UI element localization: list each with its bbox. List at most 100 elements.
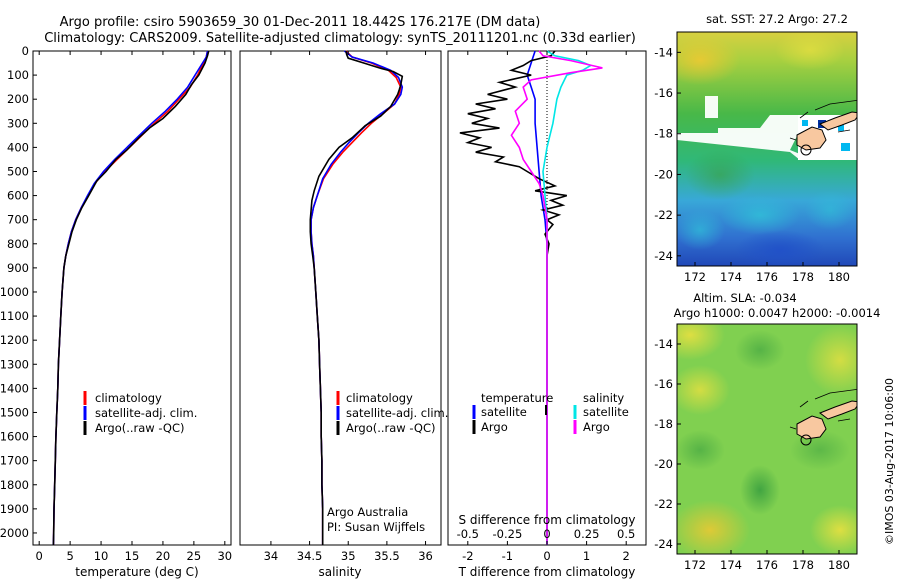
map-x-tick-label: 174 bbox=[720, 270, 742, 284]
x-tick-label: 35 bbox=[341, 549, 356, 563]
y-tick-label: 700 bbox=[7, 213, 29, 227]
y-tick-label: 1800 bbox=[0, 478, 29, 492]
y-tick-label: 0 bbox=[22, 44, 29, 58]
salinity-lines bbox=[309, 50, 404, 545]
y-tick-label: 1700 bbox=[0, 454, 29, 468]
reef-lines bbox=[789, 388, 857, 430]
map-x-tick-label: 178 bbox=[792, 558, 814, 572]
y-tick-label: 300 bbox=[7, 116, 29, 130]
map-y-tick-label: -16 bbox=[654, 377, 673, 391]
legend-label-satellite-adj: satellite-adj. clim. bbox=[346, 406, 448, 420]
sst-map-panel: sat. SST: 27.2 Argo: 27.2 172 174 176 178 18… bbox=[654, 12, 858, 284]
fiji-land bbox=[796, 126, 827, 151]
y-tick-label: 1200 bbox=[0, 333, 29, 347]
temperature-panel: 0 5 10 15 20 25 30 0 100 200 300 400 500 600 700 800 90… bbox=[0, 44, 232, 579]
map-y-tick-label: -22 bbox=[654, 208, 673, 222]
salinity-panel: 34 34.5 35 35.5 36 salinity climatology sate… bbox=[239, 50, 448, 579]
map-y-tick-label: -22 bbox=[654, 497, 673, 511]
map-y-tick-label: -18 bbox=[654, 417, 673, 431]
series-line-temperature-satellite bbox=[526, 50, 548, 545]
legend-label-argo: Argo(..raw -QC) bbox=[346, 421, 436, 435]
x-tick-label: 0 bbox=[36, 549, 43, 563]
y-tick-label: 500 bbox=[7, 164, 29, 178]
x-tick-label: 20 bbox=[156, 549, 171, 563]
legend-label-sal-argo: Argo bbox=[583, 420, 610, 434]
salinity-x-label: salinity bbox=[318, 565, 361, 579]
sst-y-ticks: -14 -16 -18 -20 -22 -24 bbox=[654, 45, 681, 263]
y-tick-label: 1300 bbox=[0, 357, 29, 371]
y-tick-label: 200 bbox=[7, 92, 29, 106]
map-x-tick-label: 176 bbox=[756, 558, 778, 572]
figure-title-line2: Climatology: CARS2009. Satellite-adjuste… bbox=[44, 31, 636, 46]
vanua-levu-land bbox=[818, 400, 857, 420]
reef-lines bbox=[789, 99, 857, 141]
y-tick-label: 100 bbox=[7, 68, 29, 82]
difference-top-ticks: -0.5 -0.25 0 0.25 0.5 bbox=[457, 527, 636, 541]
map-x-tick-label: 172 bbox=[684, 558, 706, 572]
y-tick-label: 2000 bbox=[0, 526, 29, 540]
x-tick-label: -1 bbox=[502, 549, 513, 563]
y-tick-label: 600 bbox=[7, 189, 29, 203]
map-y-tick-label: -24 bbox=[654, 537, 673, 551]
x-tick-label: 35.5 bbox=[374, 549, 400, 563]
map-x-tick-label: 172 bbox=[684, 270, 706, 284]
y-tick-label: 1500 bbox=[0, 405, 29, 419]
map-x-tick-label: 180 bbox=[828, 558, 850, 572]
x-tick-label: 5 bbox=[66, 549, 73, 563]
figure-title-line1: Argo profile: csiro 5903659_30 01-Dec-20… bbox=[60, 15, 541, 30]
y-tick-label: 1000 bbox=[0, 285, 29, 299]
y-tick-label: 400 bbox=[7, 140, 29, 154]
temperature-x-label: temperature (deg C) bbox=[75, 565, 198, 579]
difference-top-label: S difference from climatology bbox=[459, 513, 636, 527]
x-tick-label: 30 bbox=[217, 549, 232, 563]
x-tick-label: 0 bbox=[543, 549, 550, 563]
series-line-satellite-adj-clim- bbox=[310, 50, 404, 545]
legend-header-salinity: salinity bbox=[583, 391, 624, 405]
top-tick-label: 0.25 bbox=[574, 527, 600, 541]
series-line-argo-raw-qc- bbox=[309, 50, 404, 545]
sla-heatmap bbox=[677, 324, 857, 554]
x-tick-label: 34.5 bbox=[297, 549, 323, 563]
x-tick-label: 2 bbox=[623, 549, 630, 563]
salinity-axes-frame bbox=[239, 50, 442, 546]
x-tick-label: 1 bbox=[583, 549, 590, 563]
temperature-y-ticks: 0 100 200 300 400 500 600 700 800 900 1000 1100 1200… bbox=[0, 44, 37, 540]
y-tick-label: 1400 bbox=[0, 381, 29, 395]
y-tick-label: 800 bbox=[7, 237, 29, 251]
annotation-pi-name: PI: Susan Wijffels bbox=[327, 520, 425, 534]
top-tick-label: -0.25 bbox=[493, 527, 523, 541]
vanua-levu-land bbox=[818, 111, 857, 131]
legend-label-climatology: climatology bbox=[95, 391, 162, 405]
difference-x-ticks: -2 -1 0 1 2 bbox=[462, 51, 630, 563]
sla-map-title: Altim. SLA: -0.034 bbox=[693, 291, 797, 305]
difference-lines bbox=[459, 50, 603, 545]
top-tick-label: -0.5 bbox=[457, 527, 479, 541]
salinity-x-ticks: 34 34.5 35 35.5 36 bbox=[264, 51, 433, 563]
sla-map-panel: Altim. SLA: -0.034 Argo h1000: 0.0047 h2… bbox=[654, 291, 880, 572]
sla-y-ticks: -14 -16 -18 -20 -22 -24 bbox=[654, 337, 681, 551]
legend-label-temp-satellite: satellite bbox=[481, 405, 527, 419]
annotation-argo-australia: Argo Australia bbox=[327, 505, 408, 519]
series-line-salinity-argo bbox=[510, 50, 603, 545]
x-tick-label: -2 bbox=[462, 549, 473, 563]
difference-panel: -2 -1 0 1 2 -0.5 -0.25 0 0.25 0.5 T difference f… bbox=[447, 50, 647, 579]
map-x-tick-label: 176 bbox=[756, 270, 778, 284]
temperature-axes-frame bbox=[32, 50, 232, 546]
y-tick-label: 900 bbox=[7, 261, 29, 275]
top-tick-label: 0 bbox=[543, 527, 550, 541]
sst-heatmap bbox=[677, 32, 857, 266]
map-x-tick-label: 174 bbox=[720, 558, 742, 572]
map-x-tick-label: 180 bbox=[828, 270, 850, 284]
temperature-legend: climatology satellite-adj. clim. Argo(..… bbox=[83, 391, 197, 435]
map-y-tick-label: -18 bbox=[654, 127, 673, 141]
difference-legend: temperature salinity satellite Argo sate… bbox=[472, 391, 629, 434]
legend-label-sal-satellite: satellite bbox=[583, 405, 629, 419]
top-tick-label: 0.5 bbox=[617, 527, 635, 541]
float-position-marker bbox=[800, 434, 812, 446]
fiji-land bbox=[796, 415, 827, 440]
series-line-climatology bbox=[310, 50, 402, 545]
map-y-tick-label: -16 bbox=[654, 86, 673, 100]
x-tick-label: 10 bbox=[94, 549, 109, 563]
copyright-footer: ©IMOS 03-Aug-2017 10:06:00 bbox=[883, 378, 896, 545]
